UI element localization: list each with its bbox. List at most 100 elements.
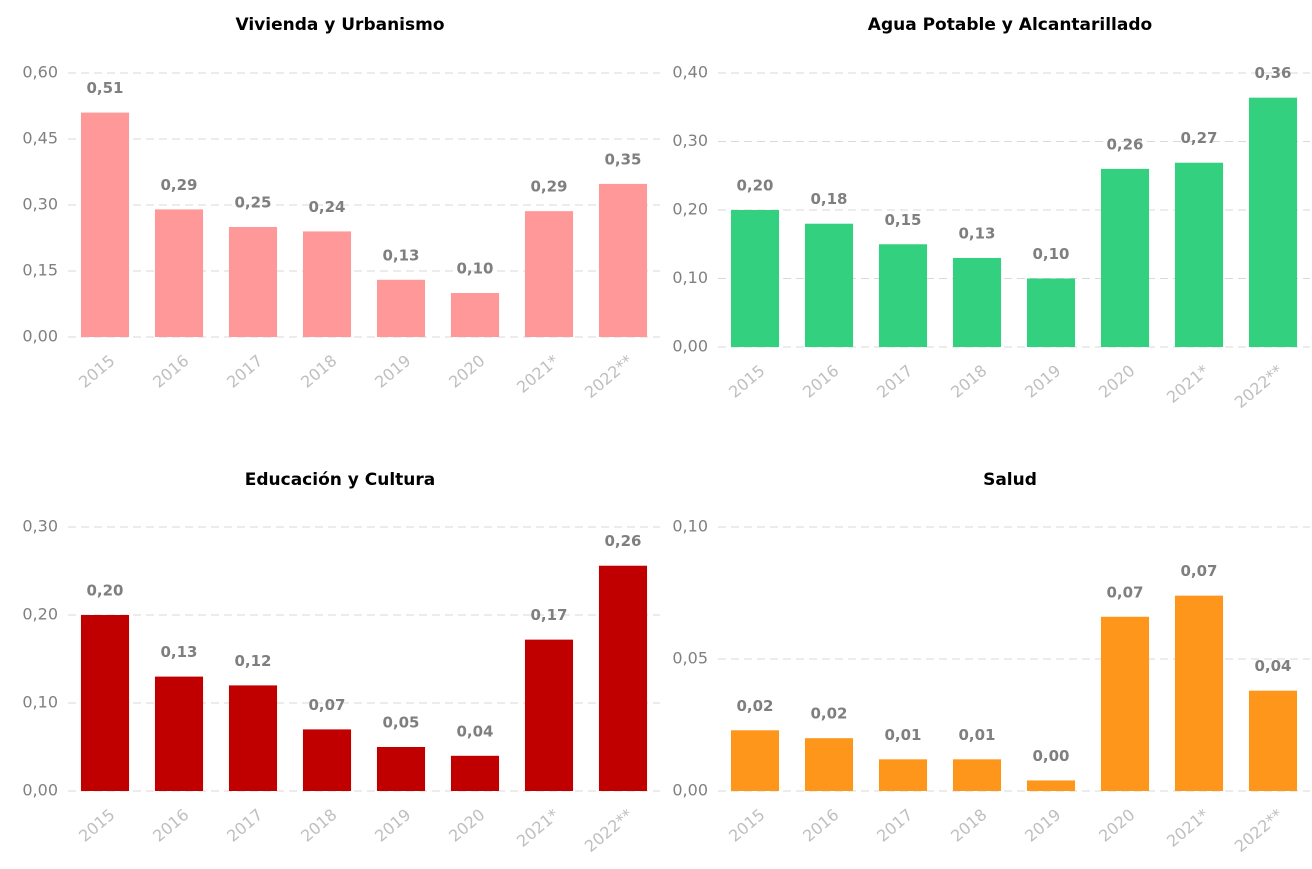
x-tick-label: 2022** — [581, 805, 637, 856]
data-label: 0,13 — [958, 224, 995, 242]
y-tick-label: 0,20 — [672, 200, 708, 219]
data-label: 0,51 — [86, 79, 123, 97]
bar — [376, 747, 426, 791]
y-tick-label: 0,00 — [672, 781, 708, 800]
bar — [450, 755, 500, 791]
x-tick-label: 2019 — [371, 351, 414, 392]
x-tick-label: 2018 — [947, 805, 990, 846]
y-tick-label: 0,10 — [672, 268, 708, 287]
x-tick-label: 2022** — [581, 351, 637, 402]
data-label: 0,07 — [308, 696, 345, 714]
bar — [1026, 780, 1076, 791]
x-tick-label: 2016 — [799, 361, 842, 402]
data-label: 0,17 — [530, 606, 567, 624]
x-tick-label: 2021* — [1163, 361, 1213, 407]
x-tick-label: 2017 — [223, 805, 266, 846]
y-tick-label: 0,00 — [22, 781, 58, 800]
y-tick-label: 0,00 — [672, 337, 708, 356]
data-label: 0,20 — [86, 582, 123, 600]
data-label: 0,07 — [1180, 562, 1217, 580]
bar — [730, 210, 780, 347]
x-tick-label: 2016 — [799, 805, 842, 846]
y-tick-label: 0,40 — [672, 63, 708, 82]
chart-title: Salud — [983, 470, 1037, 490]
data-label: 0,12 — [234, 652, 271, 670]
x-tick-label: 2017 — [873, 361, 916, 402]
x-tick-label: 2018 — [297, 351, 340, 392]
bar — [952, 257, 1002, 347]
bar — [598, 565, 648, 791]
y-tick-label: 0,30 — [672, 131, 708, 150]
x-tick-label: 2019 — [1021, 805, 1064, 846]
x-tick-label: 2021* — [1163, 805, 1213, 851]
bar — [878, 244, 928, 347]
x-tick-label: 2018 — [297, 805, 340, 846]
bar — [804, 223, 854, 347]
data-label: 0,13 — [160, 643, 197, 661]
x-tick-label: 2015 — [75, 351, 118, 392]
y-tick-label: 0,05 — [672, 649, 708, 668]
bar — [154, 676, 204, 791]
x-tick-label: 2021* — [513, 351, 563, 397]
bar — [1248, 690, 1298, 791]
y-tick-label: 0,60 — [22, 63, 58, 82]
x-tick-label: 2015 — [725, 361, 768, 402]
bar — [1026, 278, 1076, 347]
y-tick-label: 0,45 — [22, 129, 58, 148]
y-tick-label: 0,20 — [22, 605, 58, 624]
bar — [376, 279, 426, 337]
x-tick-label: 2017 — [873, 805, 916, 846]
data-label: 0,25 — [234, 194, 271, 212]
data-label: 0,36 — [1254, 64, 1291, 82]
data-label: 0,04 — [1254, 657, 1291, 675]
y-tick-label: 0,10 — [672, 517, 708, 536]
chart-title: Vivienda y Urbanismo — [235, 15, 444, 35]
x-tick-label: 2016 — [149, 805, 192, 846]
x-tick-label: 2018 — [947, 361, 990, 402]
x-tick-label: 2015 — [75, 805, 118, 846]
data-label: 0,13 — [382, 246, 419, 264]
bar — [952, 759, 1002, 791]
x-tick-label: 2020 — [1095, 361, 1138, 402]
data-label: 0,24 — [308, 198, 345, 216]
data-label: 0,01 — [958, 726, 995, 744]
bar — [228, 227, 278, 337]
x-tick-label: 2019 — [371, 805, 414, 846]
data-label: 0,27 — [1180, 129, 1217, 147]
data-label: 0,35 — [604, 150, 641, 168]
data-label: 0,18 — [810, 190, 847, 208]
data-label: 0,26 — [604, 532, 641, 550]
x-tick-label: 2015 — [725, 805, 768, 846]
bar — [598, 183, 648, 337]
bar — [878, 759, 928, 791]
data-label: 0,29 — [530, 178, 567, 196]
data-label: 0,01 — [884, 726, 921, 744]
bar — [1174, 595, 1224, 791]
bar — [804, 738, 854, 791]
bar — [730, 730, 780, 791]
bar — [1248, 97, 1298, 347]
bar — [154, 209, 204, 337]
data-label: 0,02 — [810, 705, 847, 723]
bar — [80, 615, 130, 791]
y-tick-label: 0,30 — [22, 517, 58, 536]
bar — [228, 685, 278, 791]
bar — [1100, 168, 1150, 347]
data-label: 0,04 — [456, 722, 493, 740]
bar — [1174, 162, 1224, 347]
bar — [524, 211, 574, 337]
bar — [302, 231, 352, 337]
bar — [302, 729, 352, 791]
chart-title: Agua Potable y Alcantarillado — [868, 15, 1152, 35]
x-tick-label: 2020 — [445, 805, 488, 846]
data-label: 0,10 — [456, 260, 493, 278]
data-label: 0,10 — [1032, 245, 1069, 263]
x-tick-label: 2017 — [223, 351, 266, 392]
x-tick-label: 2021* — [513, 805, 563, 851]
data-label: 0,15 — [884, 211, 921, 229]
x-tick-label: 2020 — [1095, 805, 1138, 846]
x-tick-label: 2019 — [1021, 361, 1064, 402]
data-label: 0,29 — [160, 176, 197, 194]
